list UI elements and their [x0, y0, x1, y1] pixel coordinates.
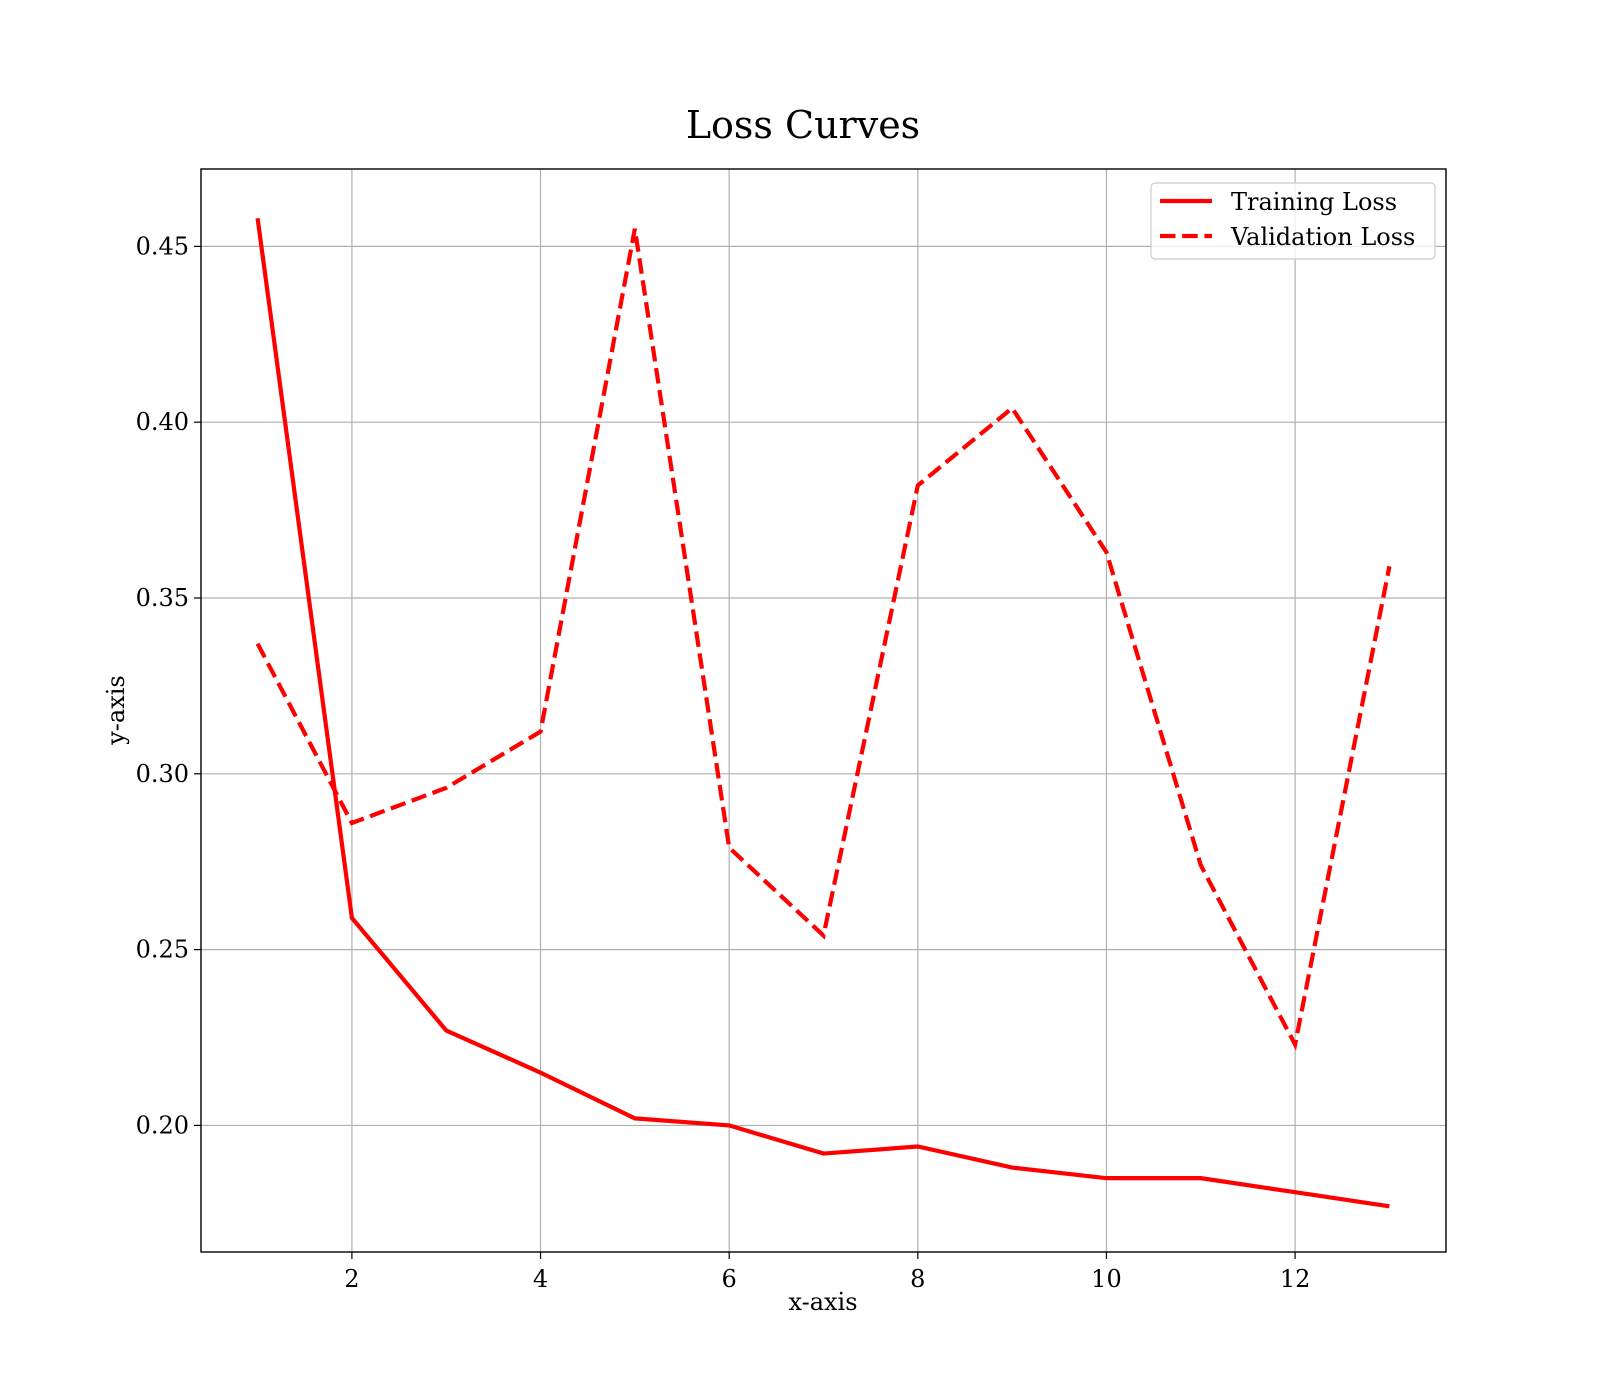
y-tick-label: 0.30	[136, 760, 189, 788]
legend: Training Loss Validation Loss	[1150, 182, 1436, 260]
x-tick-label: 10	[1091, 1265, 1122, 1293]
series-line-validation-loss	[255, 228, 1392, 1051]
chart-title: Loss Curves	[686, 103, 920, 147]
x-tick-label: 6	[722, 1265, 737, 1293]
x-tick-label: 12	[1280, 1265, 1311, 1293]
x-tick-label: 4	[533, 1265, 548, 1293]
y-tick-label: 0.45	[136, 232, 189, 260]
x-axis-label: x-axis	[788, 1288, 857, 1316]
y-tick-label: 0.40	[136, 408, 189, 436]
series-line-training-loss	[255, 217, 1390, 1209]
y-axis-label: y-axis	[102, 675, 130, 746]
y-tick-label: 0.35	[136, 584, 189, 612]
x-tick-label: 2	[344, 1265, 359, 1293]
y-tick-label: 0.20	[136, 1111, 189, 1139]
y-tick-label: 0.25	[136, 936, 189, 964]
x-tick-label: 8	[910, 1265, 925, 1293]
legend-label-training-loss: Training Loss	[1231, 188, 1397, 216]
legend-frame	[1150, 182, 1436, 260]
grid-lines	[201, 169, 1446, 1252]
plot-area-frame	[200, 168, 1447, 1253]
axis-ticks: 2 4 6 8 10 12 0.20 0.25 0.30 0.35 0.40 0.45	[136, 232, 1311, 1293]
series-lines	[255, 217, 1392, 1209]
legend-label-validation-loss: Validation Loss	[1230, 223, 1415, 251]
